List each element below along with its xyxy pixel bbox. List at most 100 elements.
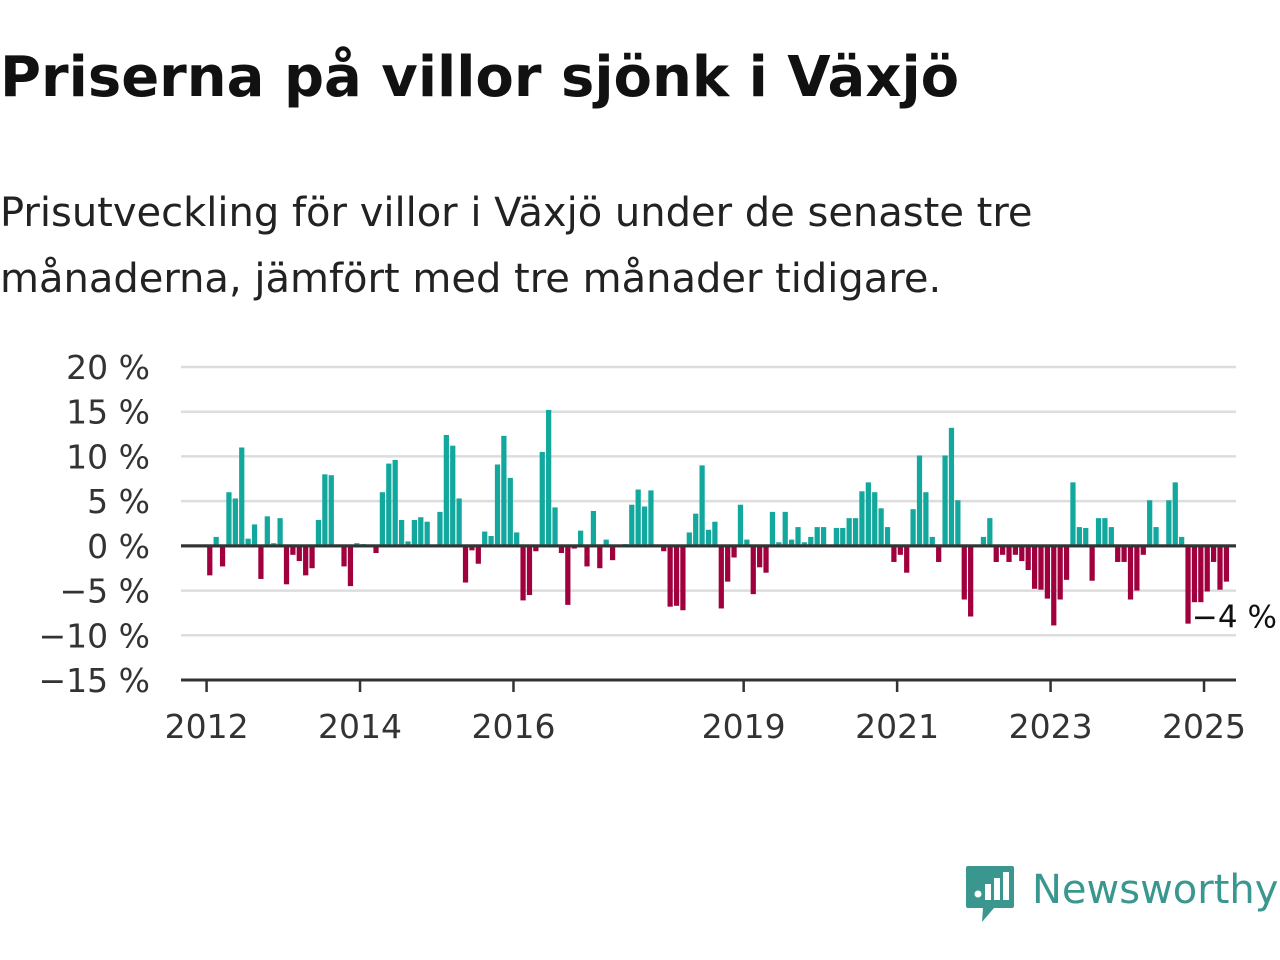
- bar-2012-09: [258, 545, 264, 579]
- y-tick-label: −15 %: [39, 661, 151, 700]
- bar-2012-08: [251, 524, 258, 546]
- bar-2014-05: [386, 463, 392, 546]
- y-tick-label: −5 %: [60, 572, 151, 611]
- bar-2025-01: [1204, 545, 1210, 592]
- bar-2018-11: [731, 545, 737, 558]
- bar-2014-10: [418, 517, 424, 546]
- bar-2023-06: [1083, 527, 1089, 546]
- bar-2023-08: [1095, 518, 1102, 546]
- bar-2019-02: [750, 545, 756, 595]
- bar-2018-04: [686, 532, 692, 546]
- bar-2013-11: [347, 545, 354, 587]
- bar-2015-06: [469, 545, 475, 551]
- bar-2022-12: [1044, 545, 1050, 599]
- bar-2020-06: [852, 518, 859, 546]
- x-tick-label: 2025: [1162, 707, 1246, 746]
- bar-2016-06: [546, 409, 552, 546]
- gridlines: [181, 365, 1236, 637]
- bar-2017-02: [597, 545, 603, 569]
- bar-2023-01: [1051, 545, 1057, 626]
- bar-2020-04: [840, 527, 846, 546]
- x-tick-label: 2021: [855, 707, 939, 746]
- bar-2020-07: [859, 491, 865, 546]
- bar-2014-04: [379, 492, 386, 546]
- bar-2016-01: [514, 532, 520, 546]
- y-tick-label: 0 %: [87, 527, 150, 566]
- bar-2020-01: [820, 527, 827, 546]
- bar-2023-10: [1108, 527, 1114, 546]
- bar-2019-06: [776, 542, 782, 546]
- bar-2016-07: [552, 507, 558, 546]
- price-change-bar-chart: 20 %15 %10 %5 %0 %−5 %−10 %−15 % 2012 201…: [39, 348, 1277, 746]
- bar-2024-07: [1166, 500, 1172, 546]
- bar-2018-12: [737, 504, 744, 546]
- bar-2012-03: [219, 545, 226, 567]
- x-axis: [181, 678, 1236, 692]
- bar-2021-12: [968, 545, 974, 617]
- bar-2014-07: [398, 519, 405, 546]
- x-tick-label: 2014: [318, 707, 402, 746]
- bar-2023-09: [1102, 518, 1108, 546]
- bar-2016-08: [558, 545, 565, 554]
- latest-value-annotation: −4 %: [1192, 600, 1277, 636]
- bar-2025-02: [1211, 545, 1217, 562]
- bar-2012-10: [264, 516, 270, 546]
- bar-2023-12: [1121, 545, 1127, 562]
- bar-2016-12: [584, 545, 590, 567]
- bar-2014-08: [405, 541, 411, 546]
- bars: [181, 409, 1236, 626]
- bar-2012-07: [245, 538, 251, 546]
- bar-2018-01: [667, 545, 673, 607]
- bar-2019-03: [757, 545, 763, 568]
- bar-2018-07: [705, 529, 712, 546]
- bar-2019-01: [744, 539, 750, 546]
- bar-2019-12: [814, 527, 820, 546]
- bar-2015-05: [462, 545, 469, 583]
- bar-2021-03: [910, 509, 916, 546]
- bar-2015-07: [475, 545, 481, 564]
- bar-2022-08: [1019, 545, 1025, 562]
- bar-2020-05: [846, 518, 852, 546]
- x-tick-label: 2023: [1009, 707, 1093, 746]
- bar-2022-07: [1012, 545, 1019, 555]
- bar-2020-08: [865, 482, 871, 546]
- bar-2022-04: [993, 545, 999, 562]
- bar-2013-03: [296, 545, 302, 562]
- bar-2023-07: [1089, 545, 1095, 581]
- bar-2018-05: [693, 513, 699, 546]
- bar-2015-04: [456, 498, 462, 546]
- y-tick-label: 20 %: [66, 348, 150, 387]
- bar-2023-05: [1076, 527, 1082, 546]
- bar-2014-03: [373, 545, 379, 554]
- bar-2013-06: [315, 519, 322, 546]
- bar-2017-03: [603, 539, 609, 546]
- newsworthy-logo: Newsworthy: [964, 864, 1280, 928]
- bar-2014-06: [392, 460, 398, 546]
- bar-2015-02: [443, 434, 449, 546]
- bar-2022-05: [1000, 545, 1006, 555]
- bar-2021-06: [929, 536, 935, 546]
- bar-2024-08: [1172, 482, 1178, 546]
- bar-2015-12: [507, 477, 513, 546]
- x-tick-label: 2012: [165, 707, 249, 746]
- bar-2015-09: [488, 536, 494, 546]
- bar-2018-10: [725, 545, 731, 582]
- bar-2023-04: [1070, 482, 1076, 546]
- bar-2025-03: [1217, 545, 1223, 590]
- bar-2024-10: [1185, 545, 1191, 624]
- bar-2018-09: [718, 545, 724, 609]
- bar-2017-07: [629, 504, 635, 546]
- bar-2012-04: [226, 492, 232, 546]
- chart-subtitle: Prisutveckling för villor i Växjö under …: [0, 190, 1033, 302]
- bar-2018-08: [712, 521, 718, 546]
- y-axis-tick-labels: 20 % 15 % 10 % 5 % 0 % −5 % −10 % −15 %: [39, 348, 151, 700]
- bar-2023-03: [1063, 545, 1070, 580]
- bar-2020-09: [872, 492, 878, 546]
- bar-2021-08: [942, 455, 948, 546]
- bar-2019-04: [763, 545, 769, 573]
- bar-2021-07: [936, 545, 942, 562]
- bar-2013-08: [328, 475, 334, 546]
- bar-2021-09: [948, 427, 955, 546]
- bar-2022-02: [980, 536, 987, 546]
- bar-2013-10: [341, 545, 347, 567]
